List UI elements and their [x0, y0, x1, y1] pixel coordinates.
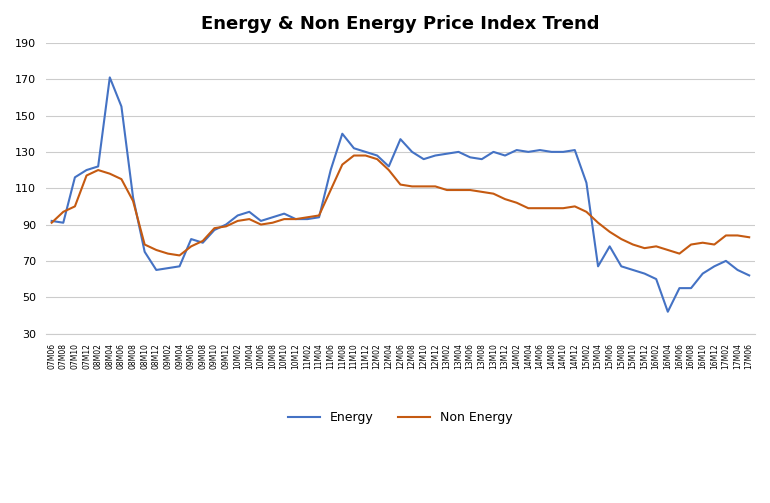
Non Energy	[198, 238, 207, 244]
Energy	[430, 152, 440, 158]
Title: Energy & Non Energy Price Index Trend: Energy & Non Energy Price Index Trend	[201, 15, 600, 33]
Non Energy	[222, 223, 231, 229]
Energy	[198, 240, 207, 246]
Energy	[675, 285, 684, 291]
Legend: Energy, Non Energy: Energy, Non Energy	[283, 406, 517, 429]
Non Energy	[175, 253, 184, 259]
Energy	[477, 156, 487, 162]
Non Energy	[745, 234, 754, 240]
Non Energy	[303, 214, 312, 220]
Line: Energy: Energy	[52, 77, 749, 312]
Energy	[303, 216, 312, 222]
Line: Non Energy: Non Energy	[52, 155, 749, 256]
Energy	[222, 221, 231, 227]
Energy	[745, 273, 754, 279]
Energy	[105, 74, 115, 80]
Non Energy	[675, 250, 684, 257]
Non Energy	[350, 152, 359, 158]
Non Energy	[489, 191, 498, 197]
Non Energy	[442, 187, 451, 193]
Non Energy	[47, 220, 56, 226]
Energy	[663, 309, 672, 315]
Energy	[47, 218, 56, 224]
